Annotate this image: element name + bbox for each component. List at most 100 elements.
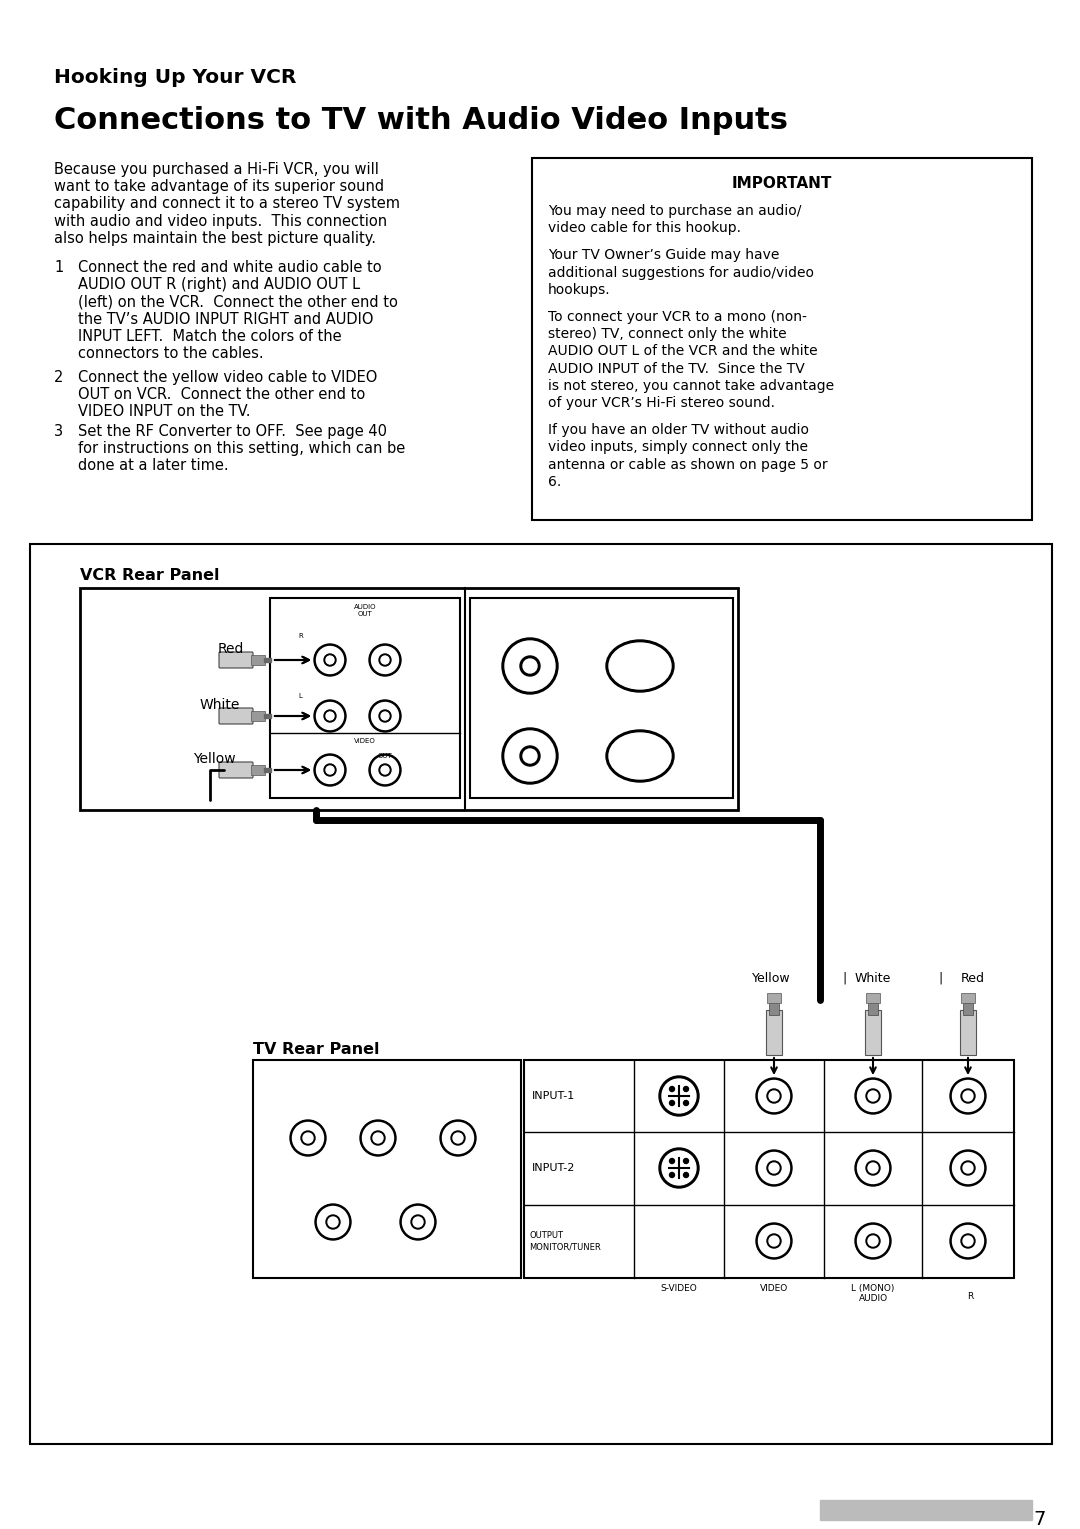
Circle shape xyxy=(326,713,334,720)
Circle shape xyxy=(502,638,558,694)
Circle shape xyxy=(684,1159,689,1164)
Circle shape xyxy=(523,749,537,763)
Circle shape xyxy=(369,754,401,786)
Bar xyxy=(532,157,1032,520)
Bar xyxy=(80,589,738,810)
Text: White: White xyxy=(854,972,891,985)
Text: VIDEO: VIDEO xyxy=(760,1284,788,1294)
Text: L: L xyxy=(298,693,302,699)
Text: AUDIO OUT L of the VCR and the white: AUDIO OUT L of the VCR and the white xyxy=(548,344,818,358)
Circle shape xyxy=(379,764,391,777)
Circle shape xyxy=(372,647,399,673)
Bar xyxy=(960,1011,976,1055)
Text: capability and connect it to a stereo TV system: capability and connect it to a stereo TV… xyxy=(54,196,400,211)
Circle shape xyxy=(961,1161,975,1174)
Circle shape xyxy=(369,644,401,676)
Circle shape xyxy=(670,1087,675,1092)
Circle shape xyxy=(950,1223,986,1258)
Circle shape xyxy=(372,702,399,729)
Circle shape xyxy=(767,1089,781,1102)
Text: Your TV Owner’s Guide may have: Your TV Owner’s Guide may have xyxy=(548,248,780,263)
Bar xyxy=(251,764,265,775)
Circle shape xyxy=(866,1234,880,1248)
FancyBboxPatch shape xyxy=(219,651,253,668)
Circle shape xyxy=(684,1101,689,1105)
Circle shape xyxy=(400,1203,436,1240)
Text: 1: 1 xyxy=(54,260,64,275)
Circle shape xyxy=(360,1121,396,1156)
Circle shape xyxy=(451,1131,465,1145)
Circle shape xyxy=(858,1081,889,1112)
Circle shape xyxy=(293,1122,324,1153)
Circle shape xyxy=(684,1173,689,1177)
Bar xyxy=(253,1060,521,1278)
Circle shape xyxy=(373,1133,383,1144)
Circle shape xyxy=(324,764,336,777)
Text: S-VIDEO: S-VIDEO xyxy=(661,1284,698,1294)
Text: want to take advantage of its superior sound: want to take advantage of its superior s… xyxy=(54,179,384,194)
Text: OUTPUT
MONITOR/TUNER: OUTPUT MONITOR/TUNER xyxy=(529,1231,600,1251)
Circle shape xyxy=(324,709,336,722)
Circle shape xyxy=(403,1206,433,1237)
Ellipse shape xyxy=(606,729,674,781)
Bar xyxy=(270,598,460,798)
Circle shape xyxy=(381,656,389,664)
Text: R: R xyxy=(967,1292,973,1301)
FancyBboxPatch shape xyxy=(219,708,253,725)
Text: OUT: OUT xyxy=(378,752,392,758)
Text: If you have an older TV without audio: If you have an older TV without audio xyxy=(548,424,809,437)
Text: stereo) TV, connect only the white: stereo) TV, connect only the white xyxy=(548,327,786,341)
Circle shape xyxy=(505,641,555,691)
Circle shape xyxy=(769,1092,779,1101)
Circle shape xyxy=(953,1081,984,1112)
Circle shape xyxy=(505,731,555,781)
Circle shape xyxy=(502,728,558,784)
Circle shape xyxy=(440,1121,476,1156)
Text: Connect the red and white audio cable to: Connect the red and white audio cable to xyxy=(78,260,381,275)
Circle shape xyxy=(963,1092,973,1101)
Circle shape xyxy=(291,1121,326,1156)
Circle shape xyxy=(303,1133,313,1144)
Text: You may need to purchase an audio/: You may need to purchase an audio/ xyxy=(548,203,801,219)
Text: VIDEO INPUT on the TV.: VIDEO INPUT on the TV. xyxy=(78,404,251,419)
Circle shape xyxy=(523,659,537,673)
Text: video cable for this hookup.: video cable for this hookup. xyxy=(548,222,741,235)
Circle shape xyxy=(372,757,399,783)
Circle shape xyxy=(662,1151,696,1185)
Text: R: R xyxy=(298,633,302,639)
Circle shape xyxy=(379,654,391,667)
Circle shape xyxy=(756,1078,792,1115)
Circle shape xyxy=(953,1153,984,1183)
Circle shape xyxy=(381,766,389,774)
Circle shape xyxy=(413,1217,423,1226)
Bar xyxy=(963,1003,973,1015)
Text: To connect your VCR to a mono (non-: To connect your VCR to a mono (non- xyxy=(548,310,807,324)
Text: antenna or cable as shown on page 5 or: antenna or cable as shown on page 5 or xyxy=(548,457,827,471)
Ellipse shape xyxy=(606,641,674,693)
Circle shape xyxy=(963,1235,973,1246)
Bar xyxy=(961,992,975,1003)
Circle shape xyxy=(372,1131,384,1145)
Circle shape xyxy=(328,1217,338,1226)
Ellipse shape xyxy=(609,732,671,778)
Circle shape xyxy=(855,1150,891,1187)
Text: Connections to TV with Audio Video Inputs: Connections to TV with Audio Video Input… xyxy=(54,106,788,135)
Bar xyxy=(251,654,265,665)
Text: the TV’s AUDIO INPUT RIGHT and AUDIO: the TV’s AUDIO INPUT RIGHT and AUDIO xyxy=(78,312,374,327)
Circle shape xyxy=(443,1122,473,1153)
Ellipse shape xyxy=(609,644,671,690)
Circle shape xyxy=(858,1153,889,1183)
Text: AUDIO: AUDIO xyxy=(354,604,376,610)
Text: INPUT-1: INPUT-1 xyxy=(532,1092,576,1101)
Text: INPUT LEFT.  Match the colors of the: INPUT LEFT. Match the colors of the xyxy=(78,329,341,344)
Bar xyxy=(820,1500,1032,1520)
Circle shape xyxy=(670,1159,675,1164)
Text: connectors to the cables.: connectors to the cables. xyxy=(78,346,264,361)
Bar xyxy=(264,714,271,719)
Text: VIDEO: VIDEO xyxy=(354,739,376,745)
Circle shape xyxy=(963,1164,973,1173)
Text: VCR Rear Panel: VCR Rear Panel xyxy=(80,567,219,583)
Text: video inputs, simply connect only the: video inputs, simply connect only the xyxy=(548,440,808,454)
Circle shape xyxy=(301,1131,315,1145)
Circle shape xyxy=(324,654,336,667)
